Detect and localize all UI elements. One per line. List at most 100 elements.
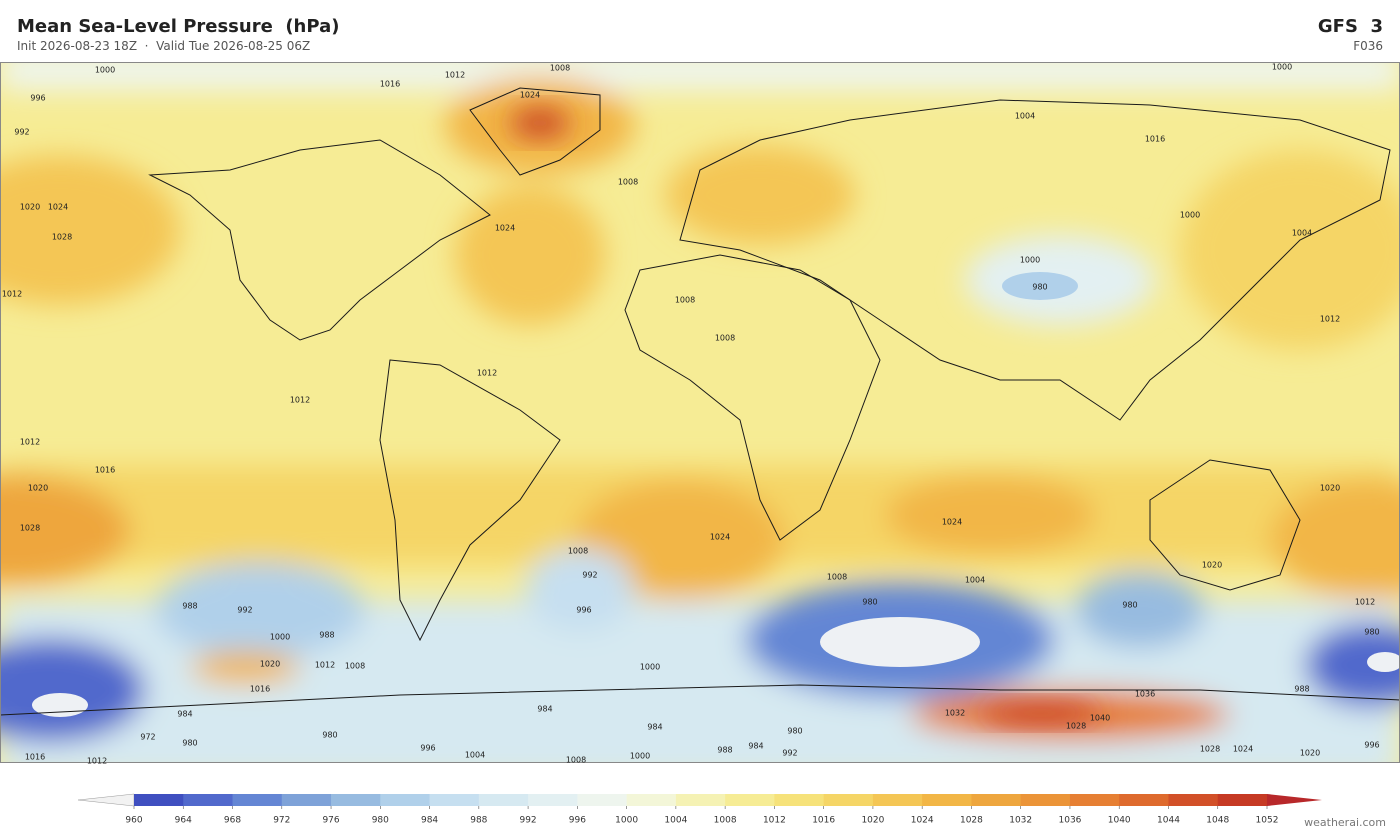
contour-label: 1008 (568, 547, 588, 556)
colorbar-over (1267, 794, 1322, 806)
colorbar-label: 1012 (763, 816, 786, 826)
contour-label: 1020 (28, 484, 48, 493)
subtitle: Init 2026-08-23 18Z · Valid Tue 2026-08-… (17, 39, 311, 53)
contour-label: 980 (1032, 283, 1047, 292)
colorbar-segment (1020, 794, 1071, 806)
contour-label: 1012 (87, 757, 107, 766)
colorbar-label: 996 (569, 816, 586, 826)
coastline (624, 254, 881, 541)
coastline (379, 359, 561, 642)
colorbar-label: 1032 (1009, 816, 1032, 826)
colorbar-label: 1020 (861, 816, 884, 826)
contour-label: 1028 (1200, 745, 1220, 754)
contour-label: 992 (14, 128, 29, 137)
contour-label: 1000 (270, 633, 290, 642)
colorbar-label: 1036 (1059, 816, 1082, 826)
colorbar-label: 1052 (1256, 816, 1279, 826)
colorbar-segment (134, 794, 184, 806)
contour-label: 984 (647, 723, 662, 732)
contour-label: 1016 (380, 80, 400, 89)
contour-label: 1004 (465, 751, 485, 760)
contour-label: 1036 (1135, 690, 1155, 699)
coastline (148, 139, 491, 341)
colorbar-segment (626, 794, 677, 806)
contour-label: 1012 (1355, 598, 1375, 607)
contour-label: 992 (237, 606, 252, 615)
contour-label: 984 (177, 710, 192, 719)
contour-label: 996 (30, 94, 45, 103)
contour-label: 1012 (20, 438, 40, 447)
model-name: GFS 3 (1317, 16, 1383, 37)
contour-label: 980 (1364, 628, 1379, 637)
coastline (0, 684, 1400, 716)
colorbar-segment (823, 794, 874, 806)
contour-label: 988 (319, 631, 334, 640)
coastline (1149, 459, 1301, 591)
contour-label: 1008 (566, 756, 586, 765)
colorbar-label: 1000 (615, 816, 638, 826)
contour-label: 988 (182, 602, 197, 611)
colorbar-segment (331, 794, 381, 806)
contour-label: 992 (582, 571, 597, 580)
contour-label: 980 (1122, 601, 1137, 610)
contour-label: 1000 (640, 663, 660, 672)
colorbar-label: 1028 (960, 816, 983, 826)
colorbar-segment (380, 794, 431, 806)
contour-label: 972 (140, 733, 155, 742)
contour-label: 1008 (550, 64, 570, 73)
colorbar-label: 972 (273, 816, 290, 826)
colorbar-label: 988 (470, 816, 487, 826)
colorbar: 960 964 968 972 976 980 984 988 992 996 1000 1004 10… (77, 793, 1322, 826)
contour-label: 1012 (445, 71, 465, 80)
contour-label: 992 (782, 749, 797, 758)
colorbar-segment (922, 794, 972, 806)
colorbar-under (77, 793, 135, 807)
colorbar-label: 1044 (1157, 816, 1180, 826)
contour-label: 1012 (2, 290, 22, 299)
contour-label: 1000 (95, 66, 115, 75)
contour-label: 984 (748, 742, 763, 751)
colorbar-segment (577, 794, 628, 806)
contour-label: 1000 (1180, 211, 1200, 220)
colorbar-segment (232, 794, 283, 806)
contour-label: 1000 (1020, 256, 1040, 265)
contour-label: 1020 (1202, 561, 1222, 570)
contour-label: 1020 (1320, 484, 1340, 493)
contour-label: 1004 (1015, 112, 1035, 121)
contour-label: 996 (420, 744, 435, 753)
contour-label: 1008 (827, 573, 847, 582)
colorbar-label: 992 (519, 816, 536, 826)
contour-label: 1028 (52, 233, 72, 242)
contour-label: 1016 (250, 685, 270, 694)
contour-label: 1000 (630, 752, 650, 761)
contour-label: 1000 (1272, 63, 1292, 72)
colorbar-label: 960 (125, 816, 142, 826)
colorbar-segment (1119, 794, 1169, 806)
colorbar-label: 1016 (812, 816, 835, 826)
contour-label: 1004 (965, 576, 985, 585)
colorbar-label: 964 (175, 816, 192, 826)
contour-label: 984 (537, 705, 552, 714)
contour-label: 1040 (1090, 714, 1110, 723)
colorbar-label: 1040 (1108, 816, 1131, 826)
contour-label: 996 (1364, 741, 1379, 750)
contour-label: 1024 (710, 533, 730, 542)
contour-label: 980 (787, 727, 802, 736)
contour-label: 1004 (1292, 229, 1312, 238)
contour-label: 1008 (618, 178, 638, 187)
colorbar-segment (1217, 794, 1268, 806)
contour-label: 1020 (260, 660, 280, 669)
contour-label: 980 (862, 598, 877, 607)
contour-label: 1008 (345, 662, 365, 671)
contour-label: 1008 (715, 334, 735, 343)
contour-label: 980 (182, 739, 197, 748)
title: Mean Sea-Level Pressure (hPa) (17, 16, 340, 37)
colorbar-label: 1004 (664, 816, 687, 826)
contour-label: 1024 (942, 518, 962, 527)
contour-label: 988 (1294, 685, 1309, 694)
contour-label: 1012 (477, 369, 497, 378)
colorbar-segment (725, 794, 775, 806)
contour-label: 1020 (20, 203, 40, 212)
